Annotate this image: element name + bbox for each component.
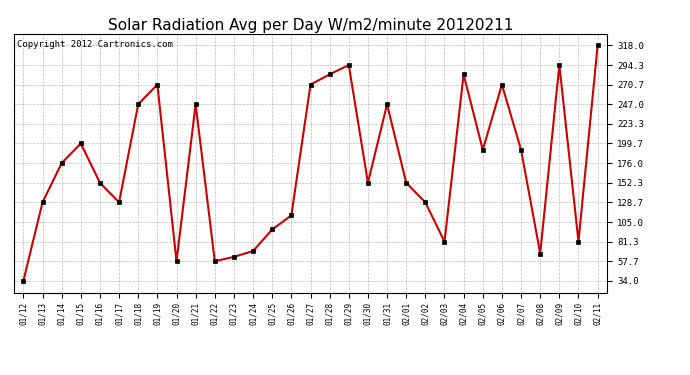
Title: Solar Radiation Avg per Day W/m2/minute 20120211: Solar Radiation Avg per Day W/m2/minute …	[108, 18, 513, 33]
Text: Copyright 2012 Cartronics.com: Copyright 2012 Cartronics.com	[17, 40, 172, 49]
